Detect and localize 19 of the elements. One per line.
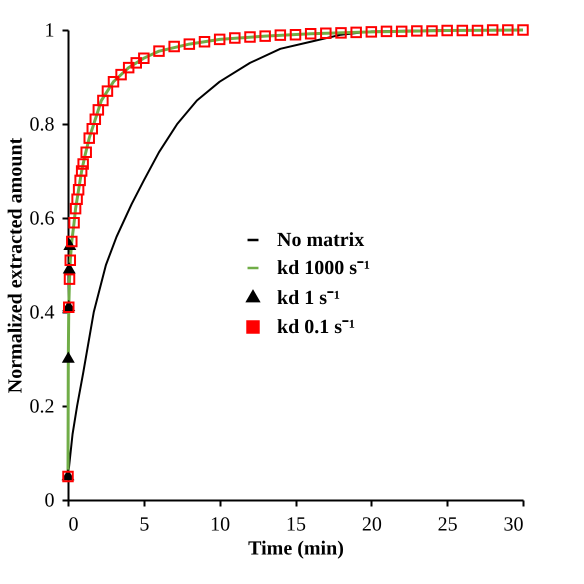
y-tick-label: 0.6 — [30, 208, 54, 230]
x-tick-label: 30 — [504, 514, 524, 536]
legend-label: No matrix — [277, 229, 364, 251]
legend-label: kd 1000 s⁻¹ — [277, 257, 370, 279]
y-tick-label: 0.8 — [30, 114, 54, 136]
x-tick-label: 15 — [286, 514, 306, 536]
legend-label: kd 1 s⁻¹ — [277, 287, 340, 309]
y-tick-label: 0 — [44, 490, 54, 512]
legend-label: kd 0.1 s⁻¹ — [277, 316, 356, 338]
y-tick-label: 0.4 — [30, 302, 54, 324]
y-axis-title: Normalized extracted amount — [4, 137, 26, 394]
x-tick-label: 5 — [139, 514, 150, 536]
x-axis-title: Time (min) — [248, 538, 344, 560]
x-tick-label: 0 — [68, 514, 78, 536]
x-tick-label: 10 — [210, 514, 230, 536]
y-tick-label: 0.2 — [30, 396, 54, 418]
x-tick-label: 25 — [438, 514, 458, 536]
x-tick-label: 20 — [362, 514, 382, 536]
y-tick-label: 1 — [44, 20, 54, 42]
